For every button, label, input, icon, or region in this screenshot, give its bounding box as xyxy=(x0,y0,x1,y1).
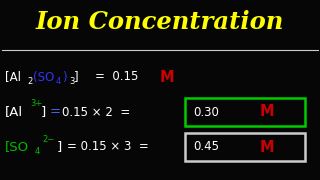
Text: =  0.15: = 0.15 xyxy=(95,71,138,84)
Text: 0.15 × 2  =: 0.15 × 2 = xyxy=(62,105,130,118)
Text: 3: 3 xyxy=(69,76,74,86)
Text: M: M xyxy=(260,105,275,120)
Text: Ion Concentration: Ion Concentration xyxy=(36,10,284,34)
Text: = 0.15 × 3  =: = 0.15 × 3 = xyxy=(67,141,149,154)
Text: M: M xyxy=(260,140,275,154)
Text: [Al: [Al xyxy=(5,71,21,84)
Text: 0.30: 0.30 xyxy=(193,105,219,118)
Text: [Al: [Al xyxy=(5,105,23,118)
Bar xyxy=(185,98,305,126)
Text: [SO: [SO xyxy=(5,141,29,154)
Text: ): ) xyxy=(62,71,67,84)
Text: 4: 4 xyxy=(35,147,40,156)
Text: M: M xyxy=(160,69,175,84)
Text: ]: ] xyxy=(57,141,62,154)
Text: 2−: 2− xyxy=(42,134,54,143)
Text: (SO: (SO xyxy=(33,71,54,84)
Bar xyxy=(185,133,305,161)
Text: 0.45: 0.45 xyxy=(193,141,219,154)
Text: =: = xyxy=(50,105,61,118)
Text: ]: ] xyxy=(74,71,79,84)
Text: ]: ] xyxy=(41,105,46,118)
Text: 2: 2 xyxy=(27,76,32,86)
Text: 3+: 3+ xyxy=(30,100,42,109)
Text: 4: 4 xyxy=(56,76,61,86)
